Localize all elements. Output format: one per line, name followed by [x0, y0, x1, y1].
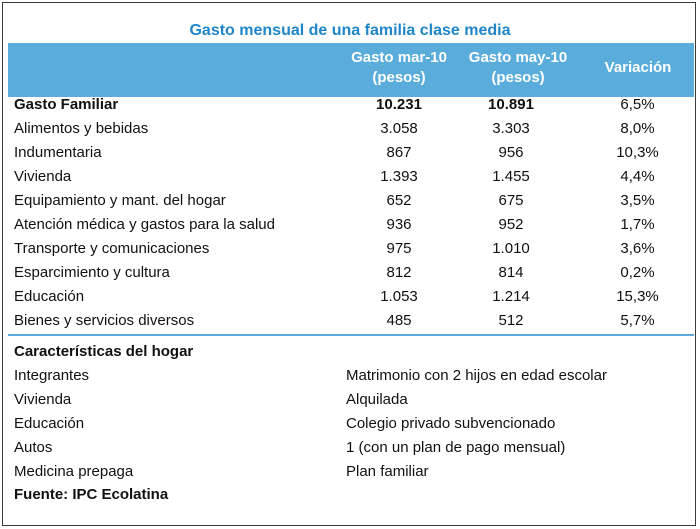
row-mar: 1.393 [380, 168, 418, 185]
header-col-variacion: Variación [604, 59, 672, 76]
table-row: Indumentaria 867 956 10,3% [0, 141, 700, 165]
row-label: Alimentos y bebidas [14, 120, 149, 137]
characteristic-key: Vivienda [14, 391, 72, 408]
characteristic-row: Integrantes Matrimonio con 2 hijos en ed… [0, 364, 700, 388]
characteristic-row: Medicina prepaga Plan familiar [0, 460, 700, 484]
row-mar: 867 [386, 144, 412, 161]
row-mar: 1.053 [380, 288, 418, 305]
row-mar: 812 [386, 264, 412, 281]
table-header: Gasto mar-10 (pesos) Gasto may-10 (pesos… [8, 43, 694, 97]
row-may: 675 [498, 192, 524, 209]
characteristic-key: Autos [14, 439, 53, 456]
row-may: 1.010 [492, 240, 530, 257]
row-mar: 975 [386, 240, 412, 257]
row-mar: 652 [386, 192, 412, 209]
characteristic-key: Educación [14, 415, 85, 432]
row-may: 952 [498, 216, 524, 233]
source-note: Fuente: IPC Ecolatina [14, 486, 169, 503]
table-row: Transporte y comunicaciones 975 1.010 3,… [0, 237, 700, 261]
row-label: Transporte y comunicaciones [14, 240, 210, 257]
row-var: 6,5% [620, 96, 655, 113]
row-label: Educación [14, 288, 85, 305]
table-row: Educación 1.053 1.214 15,3% [0, 285, 700, 309]
characteristic-key: Integrantes [14, 367, 90, 384]
row-label: Gasto Familiar [14, 96, 119, 113]
row-var: 1,7% [620, 216, 655, 233]
header-col-may: Gasto may-10 (pesos) [460, 48, 576, 88]
row-may: 1.214 [492, 288, 530, 305]
row-may: 956 [498, 144, 524, 161]
section-divider [8, 334, 694, 336]
row-var: 15,3% [616, 288, 659, 305]
characteristic-row: Vivienda Alquilada [0, 388, 700, 412]
table-row: Vivienda 1.393 1.455 4,4% [0, 165, 700, 189]
row-label: Esparcimiento y cultura [14, 264, 170, 281]
table-row: Esparcimiento y cultura 812 814 0,2% [0, 261, 700, 285]
table-row: Alimentos y bebidas 3.058 3.303 8,0% [0, 117, 700, 141]
row-mar: 485 [386, 312, 412, 329]
header-col-may-line1: Gasto may-10 [468, 49, 568, 66]
row-mar: 10.231 [376, 96, 422, 113]
characteristic-value: Alquilada [346, 391, 408, 408]
table-title: Gasto mensual de una familia clase media [189, 22, 511, 39]
characteristic-value: Matrimonio con 2 hijos en edad escolar [346, 367, 607, 384]
row-var: 5,7% [620, 312, 655, 329]
row-var: 8,0% [620, 120, 655, 137]
table-row: Bienes y servicios diversos 485 512 5,7% [0, 309, 700, 333]
row-label: Equipamiento y mant. del hogar [14, 192, 226, 209]
row-may: 3.303 [492, 120, 530, 137]
row-var: 3,5% [620, 192, 655, 209]
row-var: 10,3% [616, 144, 659, 161]
characteristic-row: Educación Colegio privado subvencionado [0, 412, 700, 436]
header-col-mar: Gasto mar-10 (pesos) [344, 48, 454, 88]
row-label: Atención médica y gastos para la salud [14, 216, 275, 233]
row-mar: 936 [386, 216, 412, 233]
characteristic-value: Plan familiar [346, 463, 429, 480]
characteristic-value: Colegio privado subvencionado [346, 415, 556, 432]
row-may: 814 [498, 264, 524, 281]
row-mar: 3.058 [380, 120, 418, 137]
table-row: Gasto Familiar 10.231 10.891 6,5% [0, 93, 700, 117]
row-label: Vivienda [14, 168, 72, 185]
row-var: 3,6% [620, 240, 655, 257]
characteristic-row: Autos 1 (con un plan de pago mensual) [0, 436, 700, 460]
characteristic-value: 1 (con un plan de pago mensual) [346, 439, 566, 456]
header-col-mar-line1: Gasto mar-10 [351, 49, 447, 66]
table-row: Equipamiento y mant. del hogar 652 675 3… [0, 189, 700, 213]
row-may: 512 [498, 312, 524, 329]
row-var: 4,4% [620, 168, 655, 185]
characteristics-heading: Características del hogar [14, 343, 194, 360]
header-col-mar-line2: (pesos) [372, 69, 426, 86]
table-row: Atención médica y gastos para la salud 9… [0, 213, 700, 237]
row-may: 1.455 [492, 168, 530, 185]
header-col-may-line2: (pesos) [491, 69, 545, 86]
row-may: 10.891 [488, 96, 534, 113]
row-label: Indumentaria [14, 144, 102, 161]
row-var: 0,2% [620, 264, 655, 281]
characteristic-key: Medicina prepaga [14, 463, 134, 480]
row-label: Bienes y servicios diversos [14, 312, 195, 329]
